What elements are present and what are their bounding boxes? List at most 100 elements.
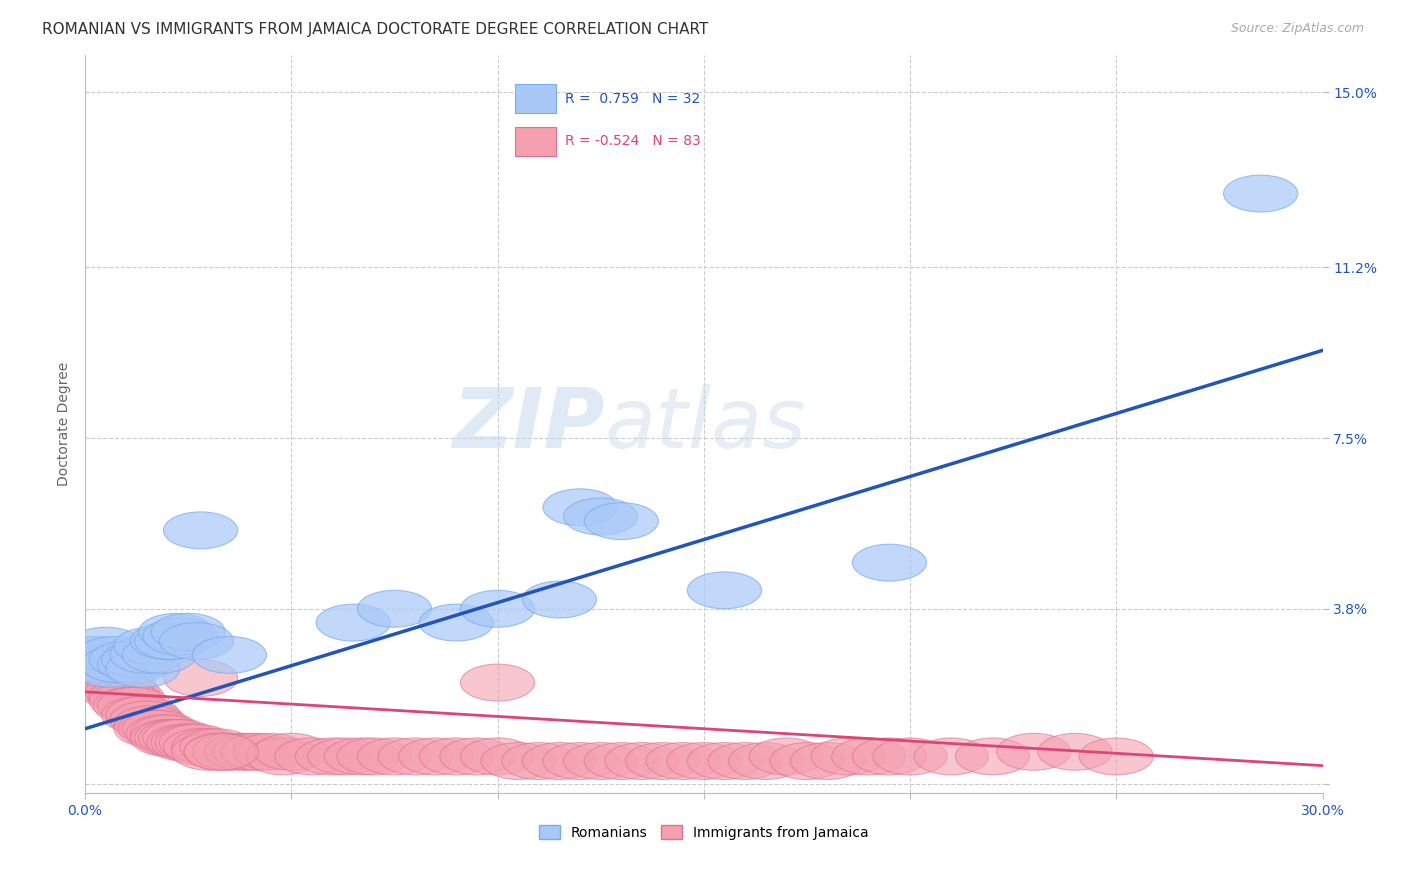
Ellipse shape (105, 650, 180, 687)
Ellipse shape (118, 710, 193, 747)
Ellipse shape (398, 738, 472, 775)
Ellipse shape (254, 733, 329, 771)
Text: ROMANIAN VS IMMIGRANTS FROM JAMAICA DOCTORATE DEGREE CORRELATION CHART: ROMANIAN VS IMMIGRANTS FROM JAMAICA DOCT… (42, 22, 709, 37)
Ellipse shape (77, 669, 150, 706)
Ellipse shape (316, 604, 391, 641)
Ellipse shape (127, 714, 201, 752)
Ellipse shape (101, 641, 176, 678)
Ellipse shape (193, 733, 267, 771)
Ellipse shape (82, 665, 155, 701)
Ellipse shape (502, 742, 576, 780)
Ellipse shape (543, 489, 617, 525)
Y-axis label: Doctorate Degree: Doctorate Degree (58, 362, 72, 486)
Ellipse shape (69, 650, 143, 687)
Ellipse shape (148, 724, 221, 761)
Legend: Romanians, Immigrants from Jamaica: Romanians, Immigrants from Jamaica (533, 820, 875, 846)
Ellipse shape (114, 710, 188, 747)
Ellipse shape (666, 742, 741, 780)
Ellipse shape (564, 742, 638, 780)
Ellipse shape (325, 738, 398, 775)
Ellipse shape (221, 733, 295, 771)
Ellipse shape (105, 697, 180, 733)
Ellipse shape (159, 623, 233, 659)
Ellipse shape (583, 742, 658, 780)
Ellipse shape (184, 733, 259, 771)
Ellipse shape (131, 623, 205, 659)
Ellipse shape (543, 742, 617, 780)
Ellipse shape (193, 637, 267, 673)
Ellipse shape (65, 646, 139, 682)
Ellipse shape (357, 591, 432, 627)
Ellipse shape (97, 646, 172, 682)
Ellipse shape (131, 720, 205, 756)
Ellipse shape (82, 673, 155, 710)
Ellipse shape (997, 733, 1071, 771)
Ellipse shape (163, 659, 238, 697)
Ellipse shape (143, 618, 217, 655)
Ellipse shape (378, 738, 453, 775)
Ellipse shape (69, 659, 143, 697)
Ellipse shape (184, 733, 259, 771)
FancyBboxPatch shape (516, 84, 555, 113)
Ellipse shape (626, 742, 700, 780)
Ellipse shape (89, 678, 163, 714)
Ellipse shape (956, 738, 1029, 775)
Ellipse shape (159, 724, 233, 761)
Ellipse shape (97, 687, 172, 724)
Ellipse shape (65, 646, 139, 682)
Ellipse shape (583, 503, 658, 540)
Text: R =  0.759   N = 32: R = 0.759 N = 32 (565, 92, 700, 105)
Ellipse shape (101, 697, 176, 733)
Ellipse shape (150, 724, 225, 761)
Ellipse shape (688, 572, 762, 608)
Ellipse shape (69, 627, 143, 665)
Ellipse shape (139, 614, 212, 650)
Ellipse shape (56, 637, 131, 673)
Ellipse shape (522, 742, 596, 780)
Ellipse shape (749, 738, 824, 775)
Ellipse shape (155, 724, 229, 761)
Ellipse shape (707, 742, 782, 780)
Ellipse shape (460, 738, 534, 775)
Ellipse shape (419, 738, 494, 775)
Ellipse shape (770, 742, 844, 780)
Ellipse shape (163, 512, 238, 549)
Ellipse shape (139, 720, 212, 756)
Ellipse shape (460, 591, 534, 627)
Ellipse shape (93, 687, 167, 724)
Ellipse shape (605, 742, 679, 780)
Ellipse shape (131, 714, 205, 752)
Ellipse shape (172, 729, 246, 765)
Ellipse shape (73, 650, 148, 687)
Ellipse shape (122, 710, 197, 747)
Ellipse shape (122, 637, 197, 673)
Ellipse shape (522, 581, 596, 618)
Text: R = -0.524   N = 83: R = -0.524 N = 83 (565, 135, 700, 148)
Ellipse shape (150, 614, 225, 650)
Ellipse shape (89, 641, 163, 678)
Ellipse shape (114, 706, 188, 742)
Ellipse shape (77, 637, 150, 673)
Ellipse shape (1038, 733, 1112, 771)
Ellipse shape (135, 720, 209, 756)
Ellipse shape (172, 733, 246, 771)
Ellipse shape (60, 637, 135, 673)
Ellipse shape (440, 738, 515, 775)
Ellipse shape (114, 627, 188, 665)
Ellipse shape (295, 738, 370, 775)
Ellipse shape (86, 673, 159, 710)
Ellipse shape (645, 742, 720, 780)
FancyBboxPatch shape (516, 127, 555, 156)
Ellipse shape (205, 733, 278, 771)
Ellipse shape (460, 665, 534, 701)
Ellipse shape (419, 604, 494, 641)
Ellipse shape (357, 738, 432, 775)
Ellipse shape (246, 738, 321, 775)
Ellipse shape (688, 742, 762, 780)
Text: Source: ZipAtlas.com: Source: ZipAtlas.com (1230, 22, 1364, 36)
Ellipse shape (110, 637, 184, 673)
Ellipse shape (110, 701, 184, 738)
Ellipse shape (56, 641, 131, 678)
Ellipse shape (852, 544, 927, 581)
Ellipse shape (233, 733, 308, 771)
